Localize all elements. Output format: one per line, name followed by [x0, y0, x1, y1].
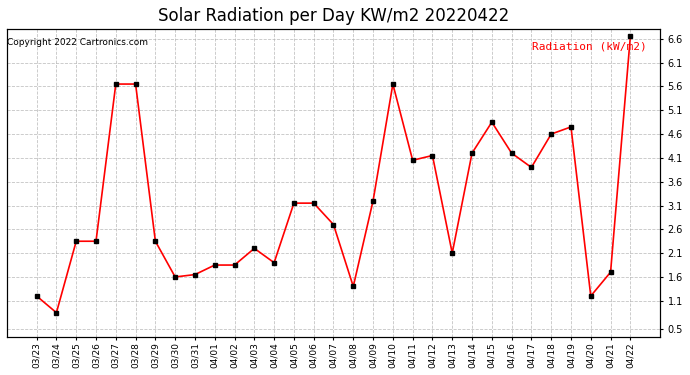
Radiation (kW/m2)	[171, 275, 179, 279]
Radiation (kW/m2)	[527, 165, 535, 170]
Radiation (kW/m2)	[388, 82, 397, 86]
Radiation (kW/m2)	[151, 239, 159, 243]
Radiation (kW/m2)	[329, 222, 337, 227]
Title: Solar Radiation per Day KW/m2 20220422: Solar Radiation per Day KW/m2 20220422	[158, 7, 509, 25]
Radiation (kW/m2)	[270, 260, 278, 265]
Radiation (kW/m2)	[448, 251, 456, 255]
Radiation (kW/m2)	[32, 294, 41, 298]
Radiation (kW/m2)	[52, 310, 61, 315]
Radiation (kW/m2)	[408, 158, 417, 162]
Radiation (kW/m2)	[72, 239, 80, 243]
Radiation (kW/m2)	[627, 34, 635, 39]
Radiation (kW/m2)	[290, 201, 298, 206]
Text: Radiation (kW/m2): Radiation (kW/m2)	[532, 42, 647, 52]
Radiation (kW/m2)	[131, 82, 139, 86]
Radiation (kW/m2)	[547, 132, 555, 136]
Radiation (kW/m2)	[428, 153, 437, 158]
Radiation (kW/m2)	[230, 263, 239, 267]
Radiation (kW/m2)	[349, 284, 357, 289]
Radiation (kW/m2)	[250, 246, 259, 250]
Line: Radiation (kW/m2): Radiation (kW/m2)	[34, 34, 633, 315]
Radiation (kW/m2)	[586, 294, 595, 298]
Radiation (kW/m2)	[112, 82, 120, 86]
Radiation (kW/m2)	[191, 272, 199, 277]
Radiation (kW/m2)	[507, 151, 515, 155]
Radiation (kW/m2)	[488, 120, 496, 124]
Text: Copyright 2022 Cartronics.com: Copyright 2022 Cartronics.com	[7, 39, 148, 48]
Radiation (kW/m2)	[92, 239, 100, 243]
Radiation (kW/m2)	[567, 124, 575, 129]
Radiation (kW/m2)	[468, 151, 476, 155]
Radiation (kW/m2)	[607, 270, 615, 274]
Radiation (kW/m2)	[310, 201, 318, 206]
Radiation (kW/m2)	[210, 263, 219, 267]
Radiation (kW/m2)	[369, 198, 377, 203]
